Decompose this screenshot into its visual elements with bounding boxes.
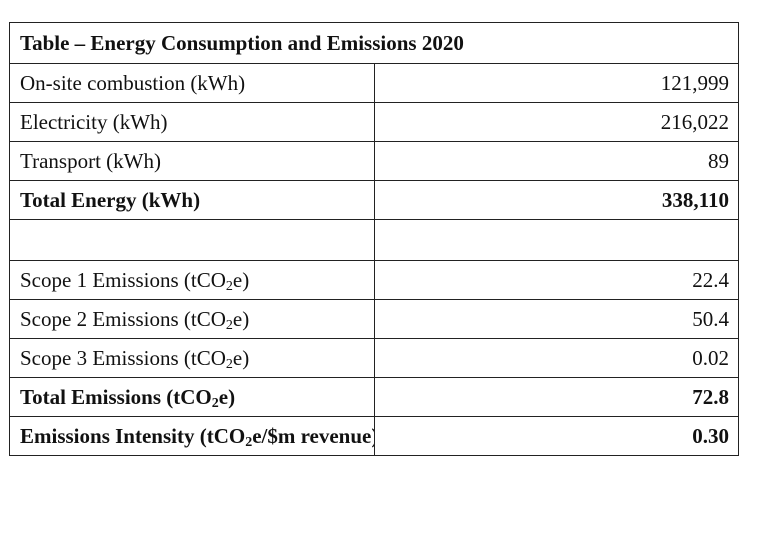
row-label: Scope 2 Emissions (tCO2e) [9, 299, 375, 339]
row-value: 0.02 [373, 338, 739, 378]
row-label [9, 219, 375, 261]
subscript: 2 [225, 278, 233, 294]
row-label: Emissions Intensity (tCO2e/$m revenue) [9, 416, 375, 456]
row-label-text: Scope 3 Emissions (tCO [20, 345, 226, 370]
table-row-scope1: Scope 1 Emissions (tCO2e) 22.4 [9, 260, 739, 300]
row-label: Scope 1 Emissions (tCO2e) [9, 260, 375, 300]
row-label-text: Total Energy (kWh) [20, 187, 201, 212]
row-label: Electricity (kWh) [9, 102, 375, 142]
row-label-suffix: e) [232, 345, 250, 370]
subscript: 2 [245, 434, 253, 450]
energy-emissions-table-container: Table – Energy Consumption and Emissions… [9, 22, 739, 456]
row-label-suffix: e) [232, 306, 250, 331]
row-label-text: Emissions Intensity (tCO [20, 423, 246, 448]
row-value: 89 [373, 141, 739, 181]
row-value: 50.4 [373, 299, 739, 339]
table-row-total-emissions: Total Emissions (tCO2e) 72.8 [9, 377, 739, 417]
row-label-text: Scope 1 Emissions (tCO [20, 267, 226, 292]
row-value [373, 219, 739, 261]
subscript: 2 [225, 356, 233, 372]
row-label-text: Transport (kWh) [20, 148, 161, 173]
row-value: 338,110 [373, 180, 739, 220]
row-label: Total Energy (kWh) [9, 180, 375, 220]
table-row-scope3: Scope 3 Emissions (tCO2e) 0.02 [9, 338, 739, 378]
row-value: 121,999 [373, 63, 739, 103]
table-row-emissions-intensity: Emissions Intensity (tCO2e/$m revenue) 0… [9, 416, 739, 456]
row-label-suffix: e) [218, 384, 236, 409]
row-label: On-site combustion (kWh) [9, 63, 375, 103]
subscript: 2 [211, 395, 219, 411]
row-value: 22.4 [373, 260, 739, 300]
row-label-suffix: e) [232, 267, 250, 292]
row-label-text: Total Emissions (tCO [20, 384, 212, 409]
row-label: Transport (kWh) [9, 141, 375, 181]
row-label-text: On-site combustion (kWh) [20, 70, 246, 95]
table-row-scope2: Scope 2 Emissions (tCO2e) 50.4 [9, 299, 739, 339]
table-title-row: Table – Energy Consumption and Emissions… [9, 22, 739, 64]
row-value: 216,022 [373, 102, 739, 142]
row-label: Total Emissions (tCO2e) [9, 377, 375, 417]
table-row-blank [9, 219, 739, 261]
table-row-transport: Transport (kWh) 89 [9, 141, 739, 181]
row-value: 0.30 [373, 416, 739, 456]
table-row-electricity: Electricity (kWh) 216,022 [9, 102, 739, 142]
row-label-text: Scope 2 Emissions (tCO [20, 306, 226, 331]
table-title: Table – Energy Consumption and Emissions… [9, 22, 739, 64]
table-row-onsite-combustion: On-site combustion (kWh) 121,999 [9, 63, 739, 103]
subscript: 2 [225, 317, 233, 333]
row-label: Scope 3 Emissions (tCO2e) [9, 338, 375, 378]
row-value: 72.8 [373, 377, 739, 417]
row-label-text: Electricity (kWh) [20, 109, 168, 134]
table-row-total-energy: Total Energy (kWh) 338,110 [9, 180, 739, 220]
row-label-suffix: e/$m revenue) [252, 423, 374, 448]
energy-emissions-table: Table – Energy Consumption and Emissions… [9, 22, 739, 456]
